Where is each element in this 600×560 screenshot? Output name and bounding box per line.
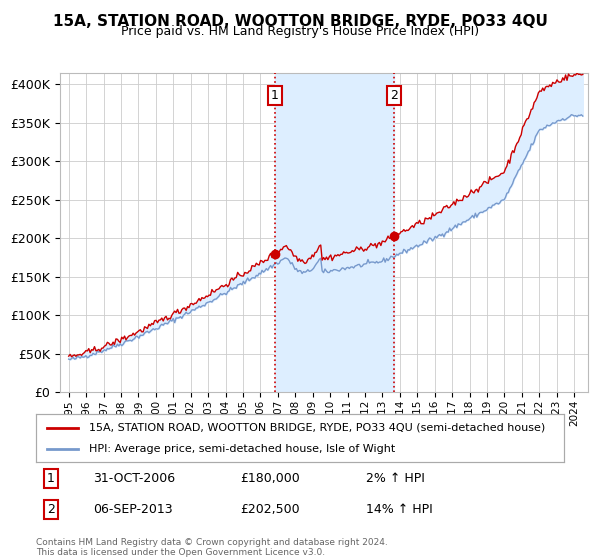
Text: Price paid vs. HM Land Registry's House Price Index (HPI): Price paid vs. HM Land Registry's House …	[121, 25, 479, 38]
Text: 15A, STATION ROAD, WOOTTON BRIDGE, RYDE, PO33 4QU: 15A, STATION ROAD, WOOTTON BRIDGE, RYDE,…	[53, 14, 547, 29]
Text: 1: 1	[271, 88, 279, 102]
Bar	[275, 73, 394, 392]
Text: 15A, STATION ROAD, WOOTTON BRIDGE, RYDE, PO33 4QU (semi-detached house): 15A, STATION ROAD, WOOTTON BRIDGE, RYDE,…	[89, 423, 545, 433]
Text: £180,000: £180,000	[240, 472, 300, 486]
Text: £202,500: £202,500	[240, 503, 299, 516]
Text: 14% ↑ HPI: 14% ↑ HPI	[366, 503, 433, 516]
Text: 2: 2	[47, 503, 55, 516]
Text: HPI: Average price, semi-detached house, Isle of Wight: HPI: Average price, semi-detached house,…	[89, 444, 395, 454]
Text: 06-SEP-2013: 06-SEP-2013	[93, 503, 173, 516]
Text: 31-OCT-2006: 31-OCT-2006	[93, 472, 175, 486]
FancyBboxPatch shape	[36, 414, 564, 462]
Text: 2% ↑ HPI: 2% ↑ HPI	[366, 472, 425, 486]
Text: 1: 1	[47, 472, 55, 486]
Text: Contains HM Land Registry data © Crown copyright and database right 2024.
This d: Contains HM Land Registry data © Crown c…	[36, 538, 388, 557]
Text: 2: 2	[390, 88, 398, 102]
